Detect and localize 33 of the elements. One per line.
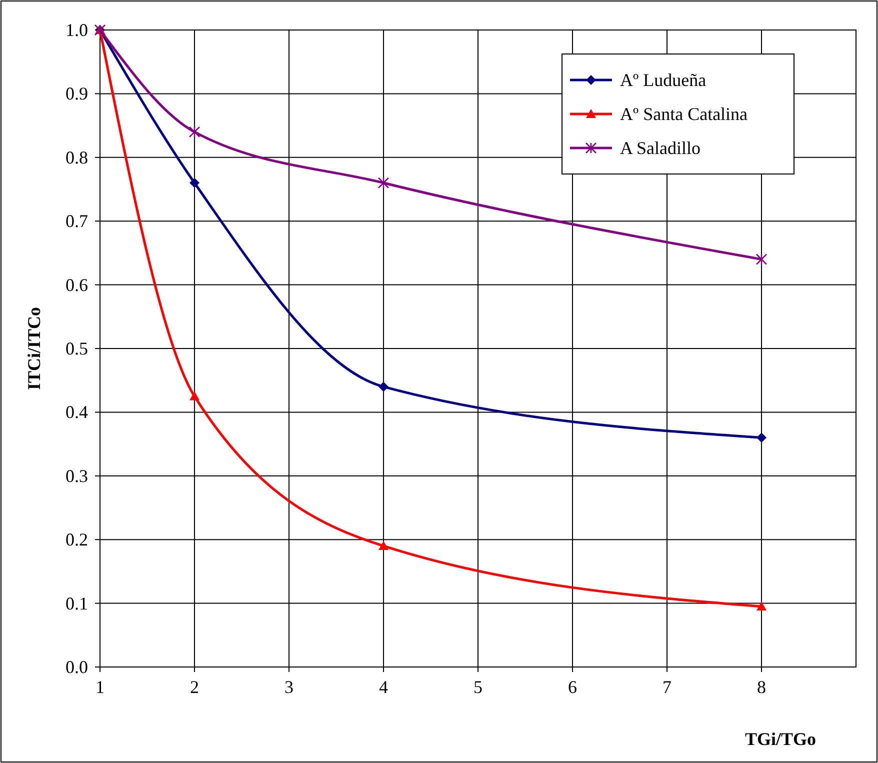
legend-label: A Saladillo [620, 138, 700, 158]
legend-label: Aº Ludueña [620, 70, 706, 90]
y-tick-label: 0.0 [66, 657, 88, 677]
x-tick-label: 6 [568, 677, 577, 697]
y-tick-label: 0.2 [66, 530, 88, 550]
point [188, 126, 200, 138]
x-axis-title: TGi/TGo [744, 729, 816, 749]
point [378, 177, 390, 189]
y-tick-label: 0.9 [66, 84, 88, 104]
y-tick-label: 0.5 [66, 338, 88, 358]
y-axis-title: ITCi/ITCo [24, 306, 44, 390]
x-tick-label: 3 [284, 677, 294, 697]
y-tick-label: 0.1 [66, 593, 88, 614]
y-tick-label: 0.4 [66, 402, 88, 422]
x-tick-label: 8 [757, 677, 766, 697]
point [378, 540, 388, 550]
y-tick-label: 0.8 [66, 147, 88, 168]
point [378, 382, 388, 392]
x-tick-label: 4 [379, 677, 388, 697]
y-tick-label: 0.3 [66, 466, 88, 486]
point [756, 601, 766, 610]
y-tick-label: 1.0 [66, 20, 88, 40]
point [756, 432, 766, 443]
x-tick-label: 1 [96, 677, 104, 697]
legend-label: Aº Santa Catalina [620, 104, 748, 124]
x-tick-label: 5 [474, 677, 482, 697]
y-tick-label: 0.7 [66, 211, 88, 232]
point [190, 391, 200, 400]
x-tick-label: 2 [190, 677, 199, 697]
point [756, 254, 768, 265]
y-tick-label: 0.6 [66, 274, 88, 295]
point [190, 178, 200, 188]
x-tick-label: 7 [662, 677, 672, 697]
